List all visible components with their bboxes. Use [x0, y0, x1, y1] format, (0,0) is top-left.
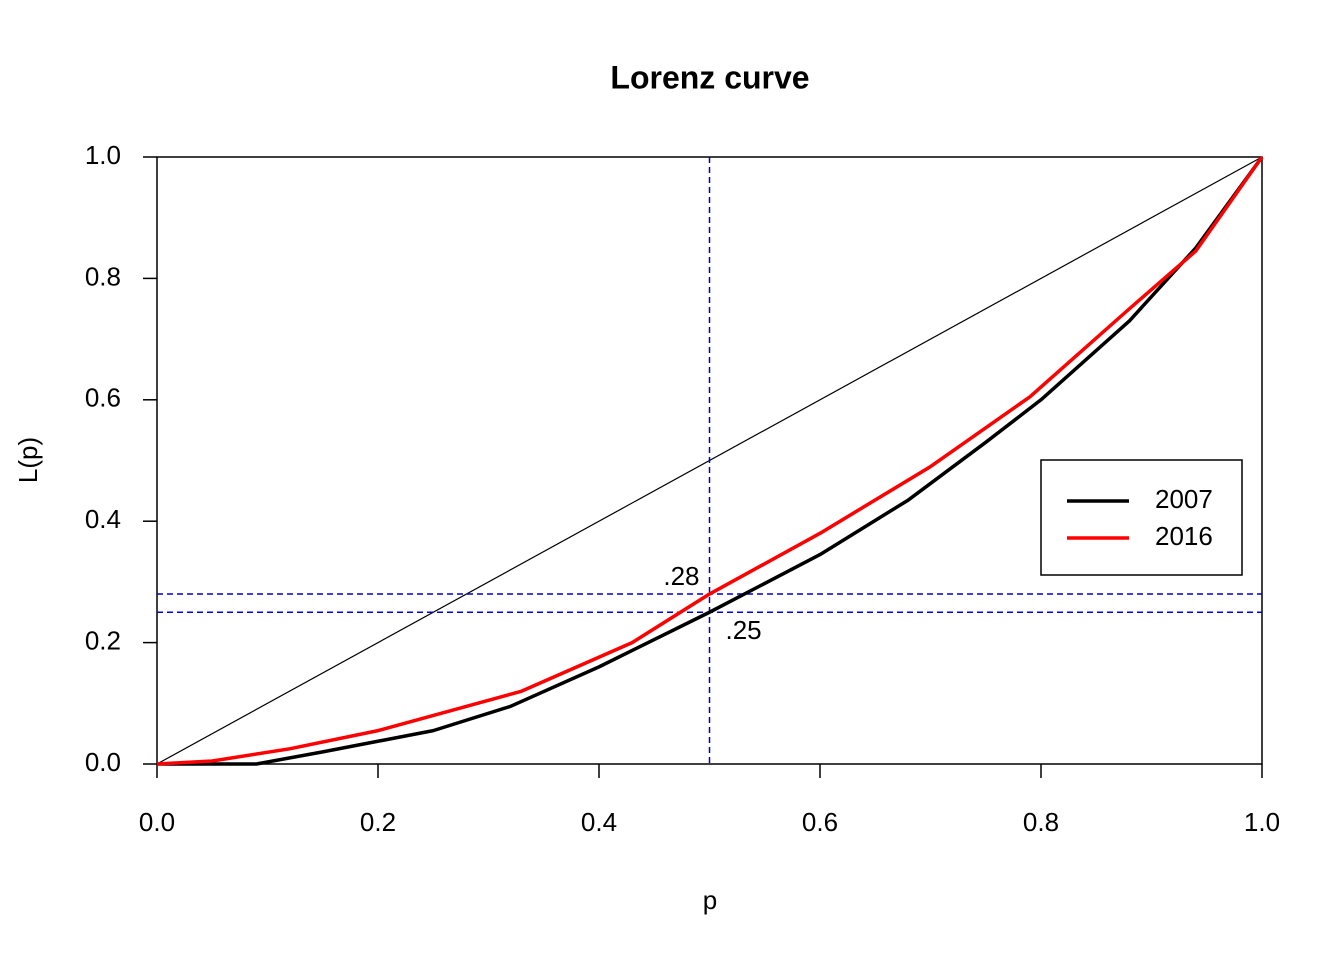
- reference-label: .28: [663, 561, 699, 591]
- y-tick-label: 0.4: [85, 504, 121, 534]
- x-tick-label: 0.8: [1023, 807, 1059, 837]
- legend-box: [1040, 459, 1243, 576]
- line-series: [157, 155, 1264, 766]
- x-axis-label: p: [703, 885, 717, 915]
- y-tick-label: 0.2: [85, 625, 121, 655]
- legend-label: 2016: [1155, 521, 1213, 551]
- x-tick-label: 0.0: [139, 807, 175, 837]
- x-tick-label: 0.4: [581, 807, 617, 837]
- y-tick-label: 0.6: [85, 383, 121, 413]
- y-tick-label: 0.8: [85, 261, 121, 291]
- reference-label: .25: [726, 615, 762, 645]
- x-tick-label: 1.0: [1244, 807, 1280, 837]
- y-axis-label: L(p): [13, 437, 43, 483]
- x-tick-label: 0.2: [360, 807, 396, 837]
- line-series: [156, 155, 1264, 766]
- chart-title: Lorenz curve: [610, 59, 809, 95]
- y-tick-label: 0.0: [85, 747, 121, 777]
- legend-label: 2007: [1155, 484, 1213, 514]
- x-tick-label: 0.6: [802, 807, 838, 837]
- y-tick-label: 1.0: [85, 140, 121, 170]
